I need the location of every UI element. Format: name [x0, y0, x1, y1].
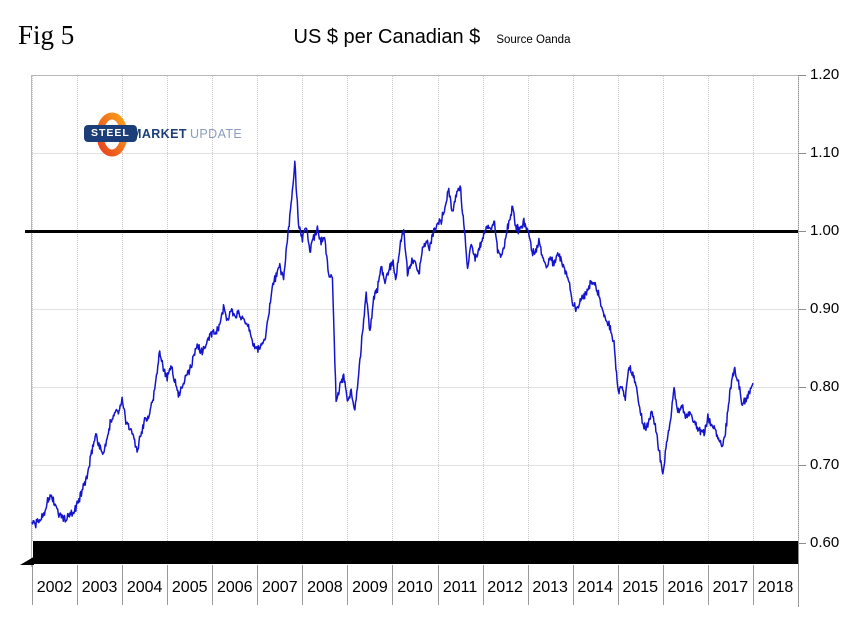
x-axis-separator [257, 565, 259, 605]
x-axis-separator [32, 565, 33, 605]
x-axis-separator [482, 565, 484, 605]
value-gridline [32, 465, 798, 466]
x-axis-separator [662, 565, 664, 605]
value-gridline [32, 153, 798, 154]
y-axis-label: 0.80 [810, 378, 840, 395]
x-axis-label: 2009 [352, 579, 388, 596]
year-gridline [798, 76, 799, 541]
title-row: US $ per Canadian $ Source Oanda [0, 26, 864, 49]
x-axis-separator [617, 565, 619, 605]
y-axis-label: 1.00 [810, 222, 840, 239]
x-axis-separator [707, 565, 709, 605]
bottom-black-bar-tail [20, 556, 34, 565]
x-axis-label: 2006 [216, 579, 253, 596]
parity-reference-line [25, 230, 798, 233]
logo-steel-badge: STEEL [84, 125, 137, 142]
x-axis-label: 2018 [757, 579, 794, 596]
x-axis-label: 2016 [667, 579, 704, 596]
x-axis-label: 2011 [442, 579, 478, 596]
y-axis-tick [798, 231, 806, 232]
steel-market-update-logo: STEEL MARKET UPDATE [84, 110, 244, 158]
chart-source: Source Oanda [496, 34, 571, 46]
x-axis-separator [437, 565, 439, 605]
x-axis-label: 2014 [577, 579, 614, 596]
y-axis-tick [798, 153, 806, 154]
value-gridline [32, 387, 798, 388]
x-axis-label: 2007 [262, 579, 298, 596]
x-axis-separator [212, 565, 214, 605]
y-axis-label: 0.70 [810, 456, 840, 473]
x-axis-label: 2017 [712, 579, 749, 596]
x-axis-label: 2013 [532, 579, 568, 596]
y-axis-label: 0.60 [810, 534, 840, 551]
y-axis-label: 0.90 [810, 300, 840, 317]
y-axis-label: 1.10 [810, 144, 840, 161]
x-axis-separator [347, 565, 349, 605]
chart-title: US $ per Canadian $ [293, 26, 481, 48]
y-axis-tick [798, 75, 806, 76]
y-axis-label: 1.20 [810, 66, 840, 83]
x-axis-label: 2003 [81, 579, 118, 596]
x-axis-separator [527, 565, 529, 605]
x-axis-separator [392, 565, 394, 605]
value-gridline [32, 309, 798, 310]
x-axis-label: 2005 [171, 579, 208, 596]
x-axis-label: 2012 [487, 579, 523, 596]
x-axis-label: 2002 [36, 579, 73, 596]
logo-market-text: MARKET [131, 127, 187, 141]
x-axis-separator [302, 565, 304, 605]
bottom-black-bar [33, 541, 798, 564]
logo-update-text: UPDATE [190, 127, 243, 141]
x-axis-label: 2008 [307, 579, 343, 596]
x-axis-separator [752, 565, 754, 605]
x-axis-label: 2010 [397, 579, 433, 596]
x-axis-separator [77, 565, 79, 605]
figure-label: Fig 5 [18, 20, 75, 50]
y-axis-tick [798, 387, 806, 388]
y-axis-tick [798, 309, 806, 310]
x-axis-separator [122, 565, 124, 605]
y-axis-tick [798, 543, 806, 544]
plot-border-top [31, 75, 798, 76]
x-axis-label: 2015 [622, 579, 659, 596]
x-axis-separator [798, 565, 799, 605]
x-axis-separator [572, 565, 574, 605]
x-axis-separator [167, 565, 169, 605]
x-axis-label: 2004 [126, 579, 163, 596]
y-axis-tick [798, 465, 806, 466]
